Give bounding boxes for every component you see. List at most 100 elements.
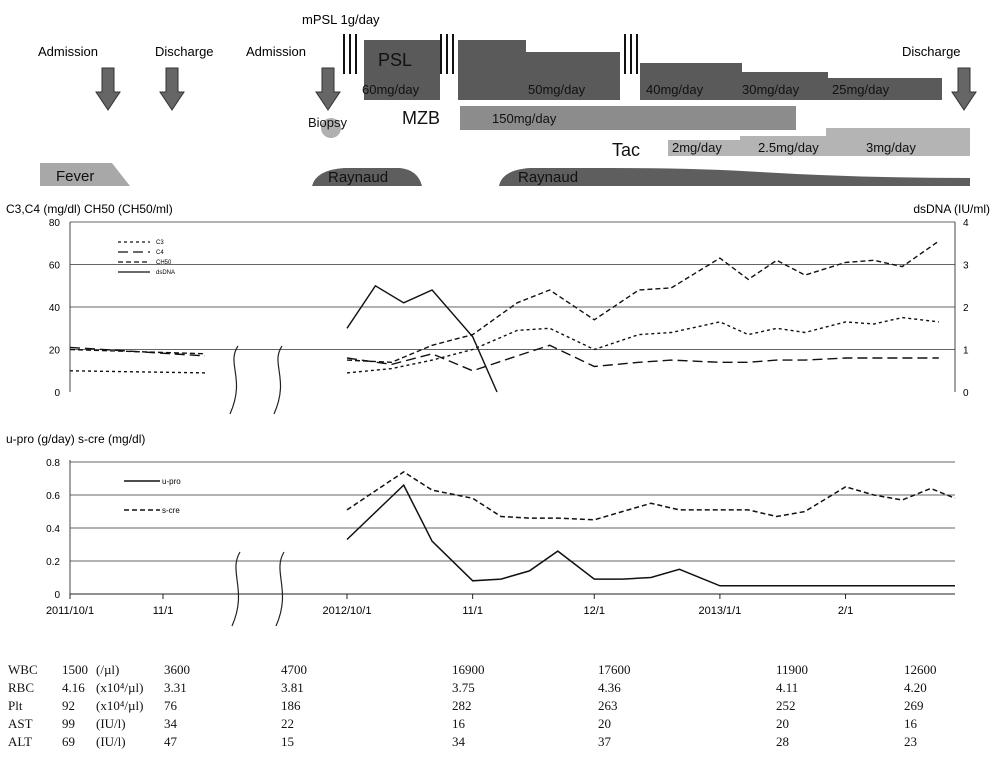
y-tick-label: 0 [963,388,969,399]
lab-value: 3.75 [452,680,475,695]
lab-name: WBC [8,662,38,677]
chart2-yticks: 0 0.2 0.4 0.6 0.8 [46,458,60,601]
x-tick-label: 2013/1/1 [698,605,741,617]
drug-name-psl: PSL [378,50,412,70]
lab-value: 20 [598,716,611,731]
lab-value: 16 [904,716,917,731]
legend-label: u-pro [162,477,181,486]
y-tick-label: 4 [963,218,969,229]
lab-value: 3.81 [281,680,304,695]
legend-label: C3 [156,240,164,246]
symptom-raynaud-1: Raynaud [328,169,388,186]
psl-dose-40: 40mg/day [646,82,704,97]
mpsl-label: mPSL 1g/day [302,12,380,27]
chart1-yticks-left: 0 20 40 60 80 [49,218,61,399]
chart1-ylabel-right: dsDNA (IU/ml) [913,202,990,216]
lab-unit: (IU/l) [96,734,126,749]
lab-name: AST [8,716,33,731]
lab-value: 22 [281,716,294,731]
x-tick-label: 2011/10/1 [46,605,94,617]
psl-dose-50: 50mg/day [528,82,586,97]
arrow-down-icon [95,67,121,111]
y-tick-label: 2 [963,303,969,314]
lab-value: 3.31 [164,680,187,695]
raynaud-bar-2 [499,168,970,186]
series-line-c3 [346,316,939,374]
tac-dose-3: 3mg/day [866,140,916,155]
event-label-admission-2: Admission [246,44,306,59]
event-label-admission-1: Admission [38,44,98,59]
lab-value: 76 [164,698,177,713]
lab-value: 28 [776,734,789,749]
series-line-s-cre [346,471,956,521]
fever-bar [40,163,130,186]
y-tick-label: 80 [49,218,61,229]
mpsl-pulse-marks [343,34,638,74]
drug-name-tac: Tac [612,140,640,160]
lab-value: 4.20 [904,680,927,695]
chart2-series [346,471,956,587]
lab-value: 23 [904,734,917,749]
lab-row-wbc: WBC 1500 (/µl) 3600 4700 16900 17600 119… [0,662,995,678]
arrow-down-icon [951,67,977,111]
x-tick-label: 11/1 [153,605,174,617]
lab-first-value: 1500 [62,662,88,677]
axis-break-marks [231,551,285,627]
legend-label: CH50 [156,260,172,266]
lab-value: 16 [452,716,465,731]
y-tick-label: 0.2 [46,557,60,568]
lab-first-value: 4.16 [62,680,85,695]
y-tick-label: 3 [963,261,969,272]
chart2-xticks: 2011/10/1 11/1 2012/10/1 11/1 12/1 2013/1/1 2/… [46,594,853,617]
y-tick-label: 0 [54,388,60,399]
series-line-c4 [346,344,939,372]
lab-value: 34 [452,734,465,749]
lab-value: 37 [598,734,611,749]
lab-value: 186 [281,698,301,713]
lab-value: 16900 [452,662,485,677]
lab-value: 17600 [598,662,631,677]
lab-name: RBC [8,680,35,695]
clinical-course-figure: Admission Discharge Admission Discharge … [6,12,990,627]
lab-value: 269 [904,698,924,713]
legend-label: dsDNA [156,270,175,276]
series-line-c3 [69,370,206,374]
y-tick-label: 60 [49,261,61,272]
lab-value: 47 [164,734,177,749]
lab-value: 4.36 [598,680,621,695]
chart2-gridlines [70,461,955,562]
arrow-down-icon [159,67,185,111]
x-tick-label: 12/1 [584,605,605,617]
lab-value: 12600 [904,662,937,677]
event-label-discharge-1: Discharge [155,44,214,59]
psl-bar [364,40,942,100]
biopsy-marker [321,118,341,138]
lab-values-table: WBC 1500 (/µl) 3600 4700 16900 17600 119… [0,654,995,754]
y-tick-label: 0.4 [46,524,60,535]
lab-name: Plt [8,698,23,713]
lab-row-ast: AST 99 (IU/l) 34 22 16 20 20 16 [0,716,995,732]
y-tick-label: 40 [49,303,61,314]
chart1-series [69,240,940,393]
lab-value: 263 [598,698,618,713]
lab-unit: (x10⁴/µl) [96,698,144,713]
y-tick-label: 1 [963,346,969,357]
lab-value: 20 [776,716,789,731]
legend-label: s-cre [162,506,180,515]
lab-unit: (x10⁴/µl) [96,680,144,695]
tac-bar [668,128,970,156]
chart1-legend: C3 C4 CH50 dsDNA [118,240,175,276]
lab-first-value: 92 [62,698,75,713]
symptom-fever: Fever [56,168,94,185]
timeline: Admission Discharge Admission Discharge … [38,12,977,186]
lab-unit: (IU/l) [96,716,126,731]
chart-complement: C3,C4 (mg/dl) CH50 (CH50/ml) dsDNA (IU/m… [6,202,990,415]
biopsy-label: Biopsy [308,115,348,130]
series-line-ch50 [346,240,940,364]
lab-value: 11900 [776,662,809,677]
tac-dose-2-5: 2.5mg/day [758,140,819,155]
lab-row-plt: Plt 92 (x10⁴/µl) 76 186 282 263 252 269 [0,698,995,714]
series-line-dsdna [346,284,498,393]
psl-dose-25: 25mg/day [832,82,890,97]
lab-row-rbc: RBC 4.16 (x10⁴/µl) 3.31 3.81 3.75 4.36 4… [0,680,995,696]
